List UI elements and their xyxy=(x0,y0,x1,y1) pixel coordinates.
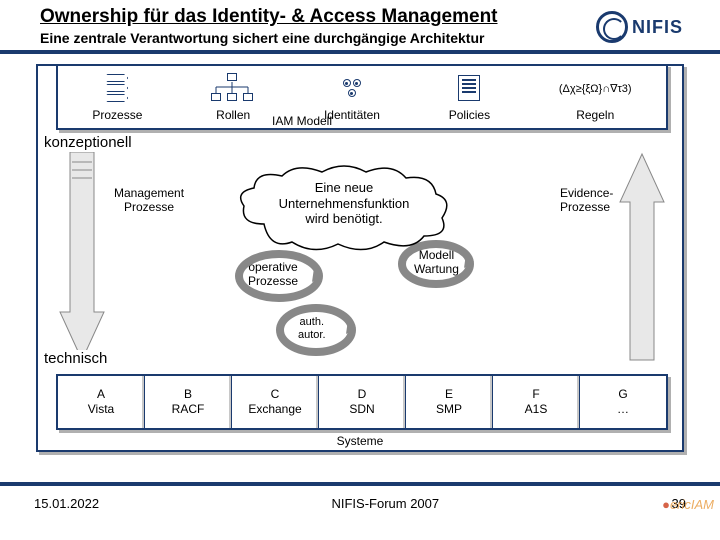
header: Ownership für das Identity- & Access Man… xyxy=(0,0,720,48)
arrow-up-right xyxy=(618,152,666,362)
sys-name: RACF xyxy=(172,402,205,417)
label-evidence: Evidence- Prozesse xyxy=(560,186,613,215)
cloud-line2: Unternehmensfunktion xyxy=(234,196,454,212)
sys-name: Vista xyxy=(88,402,114,417)
system-g: G… xyxy=(580,376,666,428)
model-rollen: Rollen xyxy=(211,70,255,122)
model-prozesse: Prozesse xyxy=(92,70,142,122)
sys-name: Exchange xyxy=(248,402,301,417)
label-management: Management Prozesse xyxy=(114,186,184,215)
cloud-line1: Eine neue xyxy=(234,180,454,196)
oval-arrow-operative-icon xyxy=(234,248,324,304)
system-c: CExchange xyxy=(232,376,319,428)
system-b: BRACF xyxy=(145,376,232,428)
section-technisch: technisch xyxy=(42,350,109,367)
model-policies: Policies xyxy=(449,70,490,122)
watermark: ●ericIAM xyxy=(662,497,714,512)
logo-text: NIFIS xyxy=(632,17,683,38)
cloud-line3: wird benötigt. xyxy=(234,211,454,227)
model-identitaeten: Identitäten xyxy=(324,70,380,122)
sys-name: … xyxy=(617,402,629,417)
watermark-text: ericIAM xyxy=(670,497,714,512)
iam-model-row: Prozesse Rollen Identitäten xyxy=(56,64,668,130)
model-label: Policies xyxy=(449,108,490,122)
system-e: ESMP xyxy=(406,376,493,428)
arrow-down-left xyxy=(58,152,106,362)
model-label: Identitäten xyxy=(324,108,380,122)
footer: ●ericIAM 15.01.2022 NIFIS-Forum 2007 39 xyxy=(0,482,720,540)
document-icon xyxy=(458,70,480,106)
sys-name: A1S xyxy=(525,402,548,417)
model-label: Prozesse xyxy=(92,108,142,122)
system-d: DSDN xyxy=(319,376,406,428)
sys-letter: A xyxy=(97,387,105,402)
cloud-callout: Eine neue Unternehmensfunktion wird benö… xyxy=(234,164,454,254)
divider-bottom xyxy=(0,482,720,486)
iam-model-caption: IAM Modell xyxy=(272,114,332,128)
process-chevrons-icon xyxy=(106,70,128,106)
model-regeln: (Δχ≥{ξΩ}∩∇τ3) Regeln xyxy=(559,70,632,122)
model-label: Rollen xyxy=(216,108,250,122)
sys-letter: B xyxy=(184,387,192,402)
sys-name: SMP xyxy=(436,402,462,417)
diagram-canvas: Prozesse Rollen Identitäten xyxy=(0,54,720,460)
model-label: Regeln xyxy=(576,108,614,122)
id-circles-icon xyxy=(339,70,365,106)
section-konzeptionell: konzeptionell xyxy=(42,134,134,151)
cloud-text: Eine neue Unternehmensfunktion wird benö… xyxy=(234,164,454,227)
sys-letter: E xyxy=(445,387,453,402)
systems-row: AVista BRACF CExchange DSDN ESMP FA1S G… xyxy=(56,374,668,430)
sys-letter: D xyxy=(358,387,367,402)
systems-caption: Systeme xyxy=(0,434,720,448)
org-tree-icon xyxy=(211,70,255,106)
system-f: FA1S xyxy=(493,376,580,428)
logo: NIFIS xyxy=(596,8,706,46)
logo-swirl-icon xyxy=(596,11,628,43)
label-auth: auth. autor. xyxy=(298,316,326,341)
sys-letter: G xyxy=(618,387,627,402)
footer-center: NIFIS-Forum 2007 xyxy=(331,496,439,511)
sys-letter: F xyxy=(532,387,539,402)
footer-date: 15.01.2022 xyxy=(34,496,99,511)
system-a: AVista xyxy=(58,376,145,428)
sys-letter: C xyxy=(271,387,280,402)
sys-name: SDN xyxy=(349,402,374,417)
formula-icon: (Δχ≥{ξΩ}∩∇τ3) xyxy=(559,70,632,106)
